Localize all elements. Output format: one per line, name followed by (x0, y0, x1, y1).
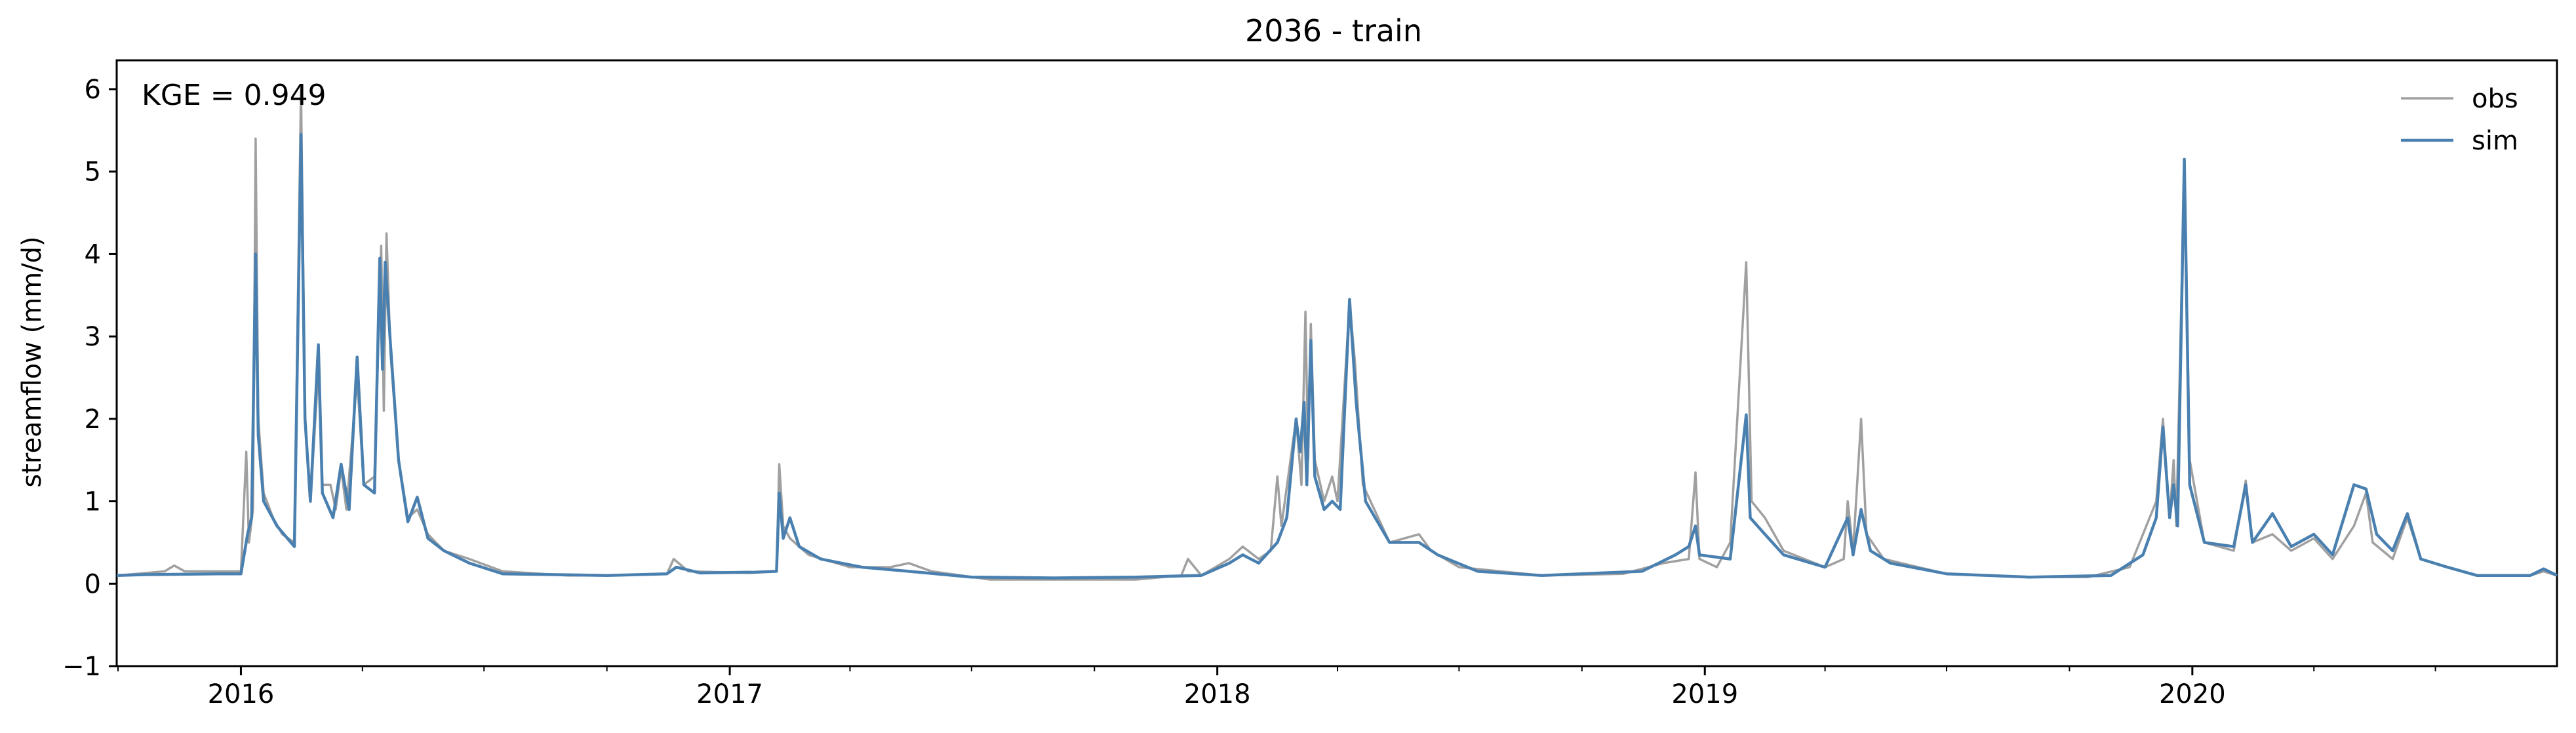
x-tick-label: 2016 (208, 679, 275, 709)
series-layer (116, 88, 2558, 581)
legend-label-obs: obs (2472, 84, 2518, 114)
x-tick-label: 2017 (696, 679, 763, 709)
plot-frame (115, 59, 2558, 667)
y-axis-ticks: −1 0 1 2 3 4 5 6 (62, 75, 117, 682)
x-tick-label: 2019 (1671, 679, 1738, 709)
legend: obs sim (2401, 84, 2518, 156)
y-tick-label: 0 (85, 569, 101, 599)
kge-annotation: KGE = 0.949 (142, 79, 327, 112)
y-tick-label: −1 (62, 652, 101, 682)
chart-title: 2036 - train (1245, 13, 1422, 49)
series-line-sim (116, 132, 2558, 580)
legend-label-sim: sim (2472, 126, 2518, 156)
y-tick-label: 1 (85, 487, 101, 517)
x-tick-label: 2018 (1184, 679, 1251, 709)
y-tick-label: 6 (85, 75, 101, 105)
x-tick-label: 2020 (2159, 679, 2226, 709)
y-axis-label: streamflow (mm/d) (17, 236, 47, 487)
plot-area: −1 0 1 2 3 4 5 6 2016 2017 2018 2019 2020 KGE = 0.9… (62, 59, 2558, 709)
x-axis-ticks: 2016 2017 2018 2019 2020 (117, 666, 2436, 709)
y-tick-label: 3 (85, 322, 101, 352)
y-tick-label: 2 (85, 405, 101, 435)
y-tick-label: 5 (85, 157, 101, 188)
y-tick-label: 4 (85, 239, 101, 269)
